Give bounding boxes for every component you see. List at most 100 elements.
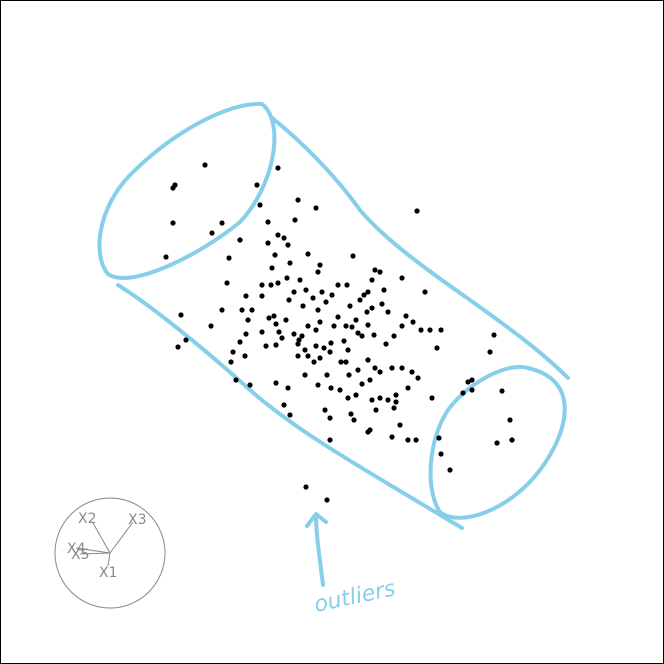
data-point <box>393 399 399 405</box>
data-point <box>310 295 316 301</box>
data-point <box>233 377 239 383</box>
data-point <box>327 437 333 443</box>
data-point <box>259 293 265 299</box>
data-point <box>319 289 325 295</box>
data-point <box>239 307 245 313</box>
data-point <box>273 321 279 327</box>
data-point <box>265 219 271 225</box>
data-point <box>269 265 275 271</box>
axis-label-x3: X3 <box>128 512 147 528</box>
data-point <box>369 305 375 311</box>
data-point <box>422 289 428 295</box>
data-point <box>383 341 389 347</box>
data-point <box>237 339 243 345</box>
cylinder-side-upper <box>270 116 570 380</box>
data-point <box>345 395 351 401</box>
data-point <box>245 317 251 323</box>
data-point <box>365 289 371 295</box>
data-point <box>364 309 370 315</box>
data-point <box>317 355 323 361</box>
data-point <box>427 327 433 333</box>
data-point <box>299 333 305 339</box>
data-point <box>372 267 378 273</box>
data-point <box>385 397 391 403</box>
data-point <box>208 323 214 329</box>
data-point <box>322 407 328 413</box>
axis-x3-line <box>109 521 134 554</box>
data-point <box>361 292 367 298</box>
data-point <box>365 322 371 328</box>
data-point <box>315 307 321 313</box>
data-point <box>285 385 291 391</box>
data-point <box>367 377 373 383</box>
data-point <box>324 497 330 503</box>
data-point <box>170 220 176 226</box>
cylinder-annotation <box>97 101 570 587</box>
data-point <box>465 379 471 385</box>
data-point <box>296 337 302 343</box>
data-point <box>469 387 475 393</box>
data-point <box>377 369 383 375</box>
data-point <box>275 232 281 238</box>
data-point <box>284 275 290 281</box>
data-point <box>243 331 249 337</box>
data-point <box>436 435 442 441</box>
data-point <box>224 280 230 286</box>
data-point <box>415 375 421 381</box>
data-point <box>273 380 279 386</box>
data-point <box>305 251 311 257</box>
data-point <box>263 343 269 349</box>
data-point <box>399 275 405 281</box>
data-point <box>438 451 444 457</box>
data-point <box>273 342 279 348</box>
data-points <box>163 162 515 503</box>
data-point <box>209 230 215 236</box>
data-point <box>285 242 291 248</box>
data-point <box>242 353 248 359</box>
data-point <box>303 287 309 293</box>
data-point <box>418 327 424 333</box>
outlier-arrow <box>305 512 328 587</box>
data-point <box>295 353 301 359</box>
data-point <box>259 329 265 335</box>
data-point <box>355 330 361 336</box>
data-point <box>302 347 308 353</box>
data-point <box>287 412 293 418</box>
axis-label-x2: X2 <box>78 511 97 527</box>
data-point <box>365 357 371 363</box>
data-point <box>305 323 311 329</box>
data-point <box>372 365 378 371</box>
data-point <box>243 293 249 299</box>
data-point <box>341 338 347 344</box>
data-point <box>447 467 453 473</box>
data-point <box>324 372 330 378</box>
data-point <box>329 292 335 298</box>
data-point <box>315 382 321 388</box>
data-point <box>279 335 285 341</box>
cylinder-end-right <box>428 364 567 520</box>
data-point <box>369 277 375 283</box>
data-point <box>377 269 383 275</box>
data-point <box>347 303 353 309</box>
data-point <box>175 344 181 350</box>
data-point <box>237 237 243 243</box>
data-point <box>438 327 444 333</box>
data-point <box>219 307 225 313</box>
data-point <box>291 331 297 337</box>
axis-x1-line <box>107 552 111 567</box>
data-point <box>373 407 379 413</box>
data-point <box>491 332 497 338</box>
axis-x2-line <box>92 522 111 554</box>
data-point <box>291 289 297 295</box>
data-point <box>305 353 311 359</box>
data-point <box>351 417 357 423</box>
data-point <box>328 385 334 391</box>
data-point <box>257 202 263 208</box>
data-point <box>268 282 274 288</box>
data-point <box>469 377 475 383</box>
data-point <box>385 309 391 315</box>
data-point <box>287 260 293 266</box>
data-point <box>297 277 303 283</box>
